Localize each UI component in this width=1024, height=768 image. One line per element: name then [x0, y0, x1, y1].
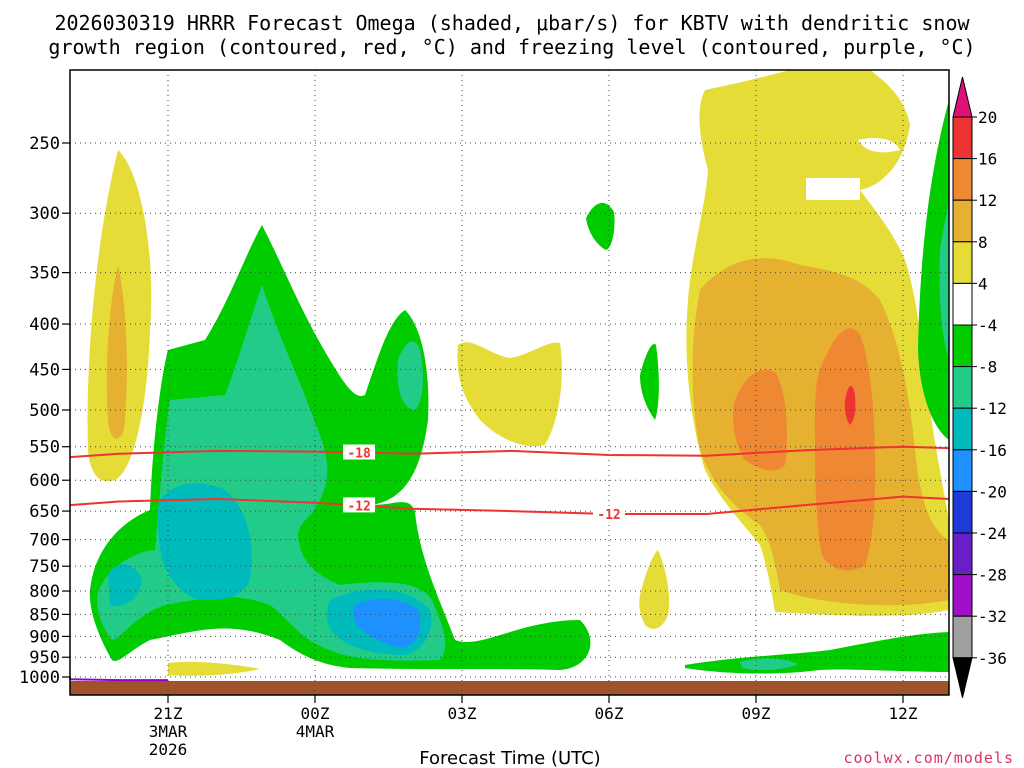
y-axis: 2503003504004505005506006507007508008509… [19, 134, 70, 688]
contour-label-bg [593, 506, 625, 522]
shade-negative-low-teal [740, 658, 798, 671]
colorbar-swatch [952, 324, 973, 368]
y-tick-label: 650 [29, 502, 60, 522]
y-tick-label: 250 [29, 134, 60, 154]
contour-label: -12 [597, 508, 620, 523]
colorbar-label: 8 [978, 233, 988, 252]
colorbar-swatch [952, 615, 973, 659]
colorbar-label: -4 [978, 316, 997, 335]
x-tick-label: 06Z [595, 704, 624, 723]
colorbar: 20 16 12 8 4 -4 -8 -12 -16 -20 -24 -28 -32 -36 [952, 76, 1007, 698]
colorbar-swatch [952, 449, 973, 492]
omega-shading [87, 70, 949, 676]
contour-label: -18 [347, 447, 371, 462]
y-tick-label: 550 [29, 438, 60, 458]
shade-white-gap [806, 178, 860, 200]
shade-negative-right-edge-teal [939, 200, 949, 360]
shade-deep-orange-1 [733, 369, 787, 471]
colorbar-swatch [952, 241, 973, 284]
colorbar-label: -20 [978, 482, 1007, 501]
y-tick-label: 300 [29, 204, 60, 224]
shade-red-core [844, 385, 856, 425]
y-tick-label: 800 [29, 582, 60, 602]
contour-label-bg [343, 497, 376, 513]
colorbar-swatch [952, 574, 973, 617]
colorbar-label: -16 [978, 441, 1007, 460]
x-tick-label: 21Z [154, 704, 183, 723]
y-tick-label: 700 [29, 531, 60, 551]
colorbar-top-arrow [952, 76, 973, 118]
chart-title-line-2: growth region (contoured, red, °C) and f… [48, 35, 975, 59]
y-tick-label: 450 [29, 360, 60, 380]
colorbar-label: -12 [978, 399, 1007, 418]
credit-text: coolwx.com/models [843, 749, 1014, 767]
terrain-ground [70, 681, 949, 695]
x-tick-date: 3MAR [149, 722, 188, 741]
x-tick-label: 12Z [889, 704, 918, 723]
shade-positive-dot-800 [639, 550, 670, 629]
shade-white-gap2 [858, 138, 900, 153]
y-tick-label: 850 [29, 605, 60, 625]
shade-negative-cyan-low [108, 564, 142, 607]
colorbar-swatch [952, 366, 973, 409]
colorbar-swatch [952, 282, 973, 326]
x-axis-title: Forecast Time (UTC) [419, 748, 600, 768]
colorbar-label: -32 [978, 607, 1007, 626]
shade-positive-low-left [168, 661, 260, 676]
y-tick-label: 350 [29, 264, 60, 284]
x-tick-label: 09Z [742, 704, 771, 723]
colorbar-label: 12 [978, 191, 997, 210]
y-tick-label: 600 [29, 471, 60, 491]
shade-negative-teal-small [397, 341, 423, 410]
contour-lines: -18 -12 -12 [69, 444, 950, 682]
contour-label: -12 [347, 499, 370, 514]
contour-dgz-top [69, 445, 950, 459]
contour-label-bg [343, 444, 376, 460]
colorbar-label: 16 [978, 150, 997, 169]
shade-negative-dot-450 [640, 344, 659, 420]
colorbar-label: -24 [978, 524, 1007, 543]
colorbar-label: -36 [978, 649, 1007, 668]
shade-positive-mid [457, 342, 562, 447]
contour-dgz-bottom [69, 495, 950, 515]
y-tick-label: 500 [29, 401, 60, 421]
colorbar-swatch [952, 158, 973, 201]
colorbar-label: 20 [978, 108, 997, 127]
x-tick-year: 2026 [149, 740, 188, 759]
x-tick-label: 03Z [448, 704, 477, 723]
chart-title-line-1: 2026030319 HRRR Forecast Omega (shaded, … [54, 11, 970, 35]
shade-negative-cyan [157, 483, 252, 600]
y-tick-label: 400 [29, 315, 60, 335]
plot-border [69, 69, 950, 696]
y-tick-label: 950 [29, 648, 60, 668]
colorbar-bottom-arrow [952, 657, 973, 698]
colorbar-swatch [952, 199, 973, 243]
shade-positive-left-core [106, 265, 127, 439]
colorbar-swatch [952, 490, 973, 534]
shade-negative-blue [352, 598, 421, 648]
shade-negative-dot-300 [586, 202, 615, 250]
colorbar-swatch [952, 116, 973, 160]
y-tick-label: 750 [29, 557, 60, 577]
grid-lines [70, 70, 949, 695]
shade-negative-right-edge [918, 100, 949, 440]
x-tick-date: 4MAR [296, 722, 335, 741]
colorbar-swatch [952, 407, 973, 451]
colorbar-swatch [952, 532, 973, 576]
colorbar-label: 4 [978, 274, 988, 293]
colorbar-label: -28 [978, 566, 1007, 585]
colorbar-label: -8 [978, 358, 997, 377]
y-tick-label: 900 [29, 627, 60, 647]
y-tick-label: 1000 [19, 668, 60, 688]
x-tick-label: 00Z [301, 704, 330, 723]
